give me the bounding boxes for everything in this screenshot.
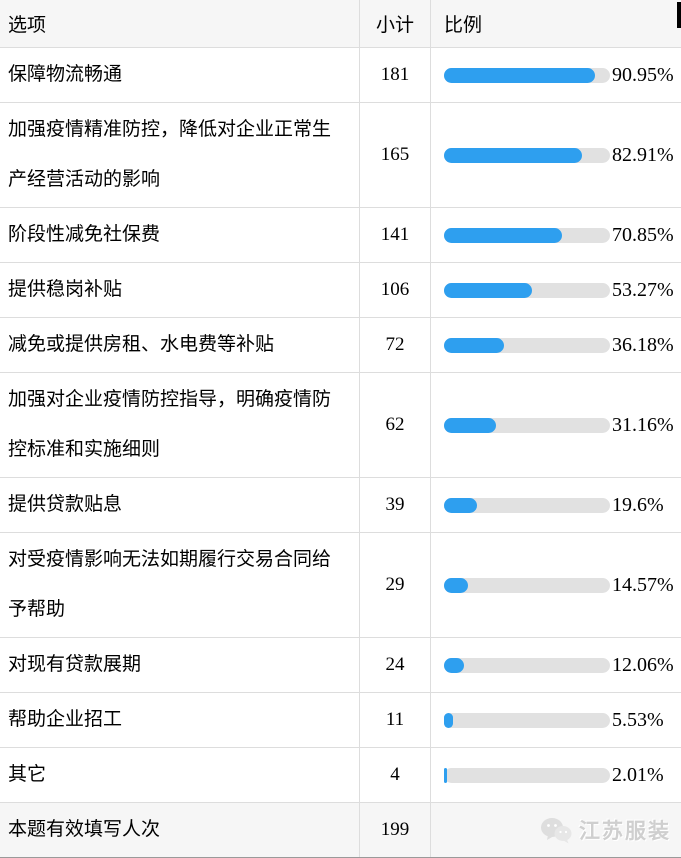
table-header-row: 选项 小计 比例 bbox=[0, 0, 681, 48]
ratio-bar-track bbox=[444, 417, 610, 433]
table-row: 帮助企业招工 11 5.53% bbox=[0, 693, 681, 748]
ratio-bar-fill bbox=[444, 67, 595, 83]
option-cell: 加强对企业疫情防控指导，明确疫情防控标准和实施细则 bbox=[0, 373, 360, 477]
option-cell: 对受疫情影响无法如期履行交易合同给予帮助 bbox=[0, 533, 360, 637]
count-cell: 106 bbox=[360, 263, 431, 317]
ratio-percent-label: 5.53% bbox=[612, 708, 664, 731]
ratio-cell: 5.53% bbox=[431, 693, 681, 747]
table-row: 加强对企业疫情防控指导，明确疫情防控标准和实施细则 62 31.16% bbox=[0, 373, 681, 478]
ratio-bar-track bbox=[444, 227, 610, 243]
count-cell: 62 bbox=[360, 373, 431, 477]
option-cell: 阶段性减免社保费 bbox=[0, 208, 360, 262]
ratio-percent-label: 36.18% bbox=[612, 333, 674, 356]
ratio-bar-track bbox=[444, 657, 610, 673]
footer-ratio-cell: 江苏服装 bbox=[431, 803, 681, 857]
count-cell: 141 bbox=[360, 208, 431, 262]
ratio-cell: 12.06% bbox=[431, 638, 681, 692]
count-cell: 24 bbox=[360, 638, 431, 692]
count-cell: 11 bbox=[360, 693, 431, 747]
ratio-cell: 36.18% bbox=[431, 318, 681, 372]
ratio-bar-track bbox=[444, 282, 610, 298]
ratio-bar-track bbox=[444, 767, 610, 783]
ratio-percent-label: 31.16% bbox=[612, 413, 674, 436]
ratio-bar-fill bbox=[444, 577, 469, 593]
table-row: 加强疫情精准防控，降低对企业正常生产经营活动的影响 165 82.91% bbox=[0, 103, 681, 208]
count-cell: 165 bbox=[360, 103, 431, 207]
ratio-cell: 2.01% bbox=[431, 748, 681, 802]
ratio-percent-label: 14.57% bbox=[612, 573, 674, 596]
footer-label: 本题有效填写人次 bbox=[0, 803, 360, 857]
option-cell: 减免或提供房租、水电费等补贴 bbox=[0, 318, 360, 372]
ratio-bar-fill bbox=[444, 657, 465, 673]
option-cell: 提供稳岗补贴 bbox=[0, 263, 360, 317]
ratio-percent-label: 82.91% bbox=[612, 143, 674, 166]
ratio-cell: 82.91% bbox=[431, 103, 681, 207]
table-body: 保障物流畅通 181 90.95% 加强疫情精准防控，降低对企业正常生产经营活动的影响… bbox=[0, 48, 681, 803]
watermark-text: 江苏服装 bbox=[579, 820, 671, 843]
ratio-percent-label: 2.01% bbox=[612, 763, 664, 786]
ratio-bar-track bbox=[444, 147, 610, 163]
column-header-option: 选项 bbox=[0, 0, 360, 47]
count-cell: 29 bbox=[360, 533, 431, 637]
ratio-bar-track bbox=[444, 337, 610, 353]
ratio-bar-fill bbox=[444, 282, 533, 298]
ratio-bar-fill bbox=[444, 417, 496, 433]
table-row: 对现有贷款展期 24 12.06% bbox=[0, 638, 681, 693]
table-row: 减免或提供房租、水电费等补贴 72 36.18% bbox=[0, 318, 681, 373]
ratio-cell: 70.85% bbox=[431, 208, 681, 262]
wechat-icon bbox=[540, 817, 572, 844]
table-row: 提供贷款贴息 39 19.6% bbox=[0, 478, 681, 533]
ratio-bar-track bbox=[444, 497, 610, 513]
option-cell: 保障物流畅通 bbox=[0, 48, 360, 102]
ratio-cell: 14.57% bbox=[431, 533, 681, 637]
ratio-cell: 53.27% bbox=[431, 263, 681, 317]
ratio-bar-fill bbox=[444, 767, 448, 783]
count-cell: 181 bbox=[360, 48, 431, 102]
ratio-bar-track bbox=[444, 67, 610, 83]
table-row: 阶段性减免社保费 141 70.85% bbox=[0, 208, 681, 263]
table-row: 保障物流畅通 181 90.95% bbox=[0, 48, 681, 103]
ratio-cell: 19.6% bbox=[431, 478, 681, 532]
watermark: 江苏服装 bbox=[540, 815, 681, 845]
table-footer-row: 本题有效填写人次 199 bbox=[0, 803, 681, 857]
table-row: 对受疫情影响无法如期履行交易合同给予帮助 29 14.57% bbox=[0, 533, 681, 638]
footer-count: 199 bbox=[360, 803, 431, 857]
scrollbar-thumb[interactable] bbox=[677, 2, 681, 28]
ratio-cell: 90.95% bbox=[431, 48, 681, 102]
ratio-percent-label: 90.95% bbox=[612, 63, 674, 86]
ratio-cell: 31.16% bbox=[431, 373, 681, 477]
option-cell: 提供贷款贴息 bbox=[0, 478, 360, 532]
ratio-percent-label: 19.6% bbox=[612, 493, 664, 516]
ratio-percent-label: 12.06% bbox=[612, 653, 674, 676]
option-cell: 其它 bbox=[0, 748, 360, 802]
column-header-ratio: 比例 bbox=[444, 15, 483, 36]
table-row: 其它 4 2.01% bbox=[0, 748, 681, 803]
count-cell: 4 bbox=[360, 748, 431, 802]
ratio-percent-label: 70.85% bbox=[612, 223, 674, 246]
table-row: 提供稳岗补贴 106 53.27% bbox=[0, 263, 681, 318]
option-cell: 帮助企业招工 bbox=[0, 693, 360, 747]
count-cell: 72 bbox=[360, 318, 431, 372]
ratio-percent-label: 53.27% bbox=[612, 278, 674, 301]
ratio-bar-fill bbox=[444, 147, 582, 163]
option-cell: 加强疫情精准防控，降低对企业正常生产经营活动的影响 bbox=[0, 103, 360, 207]
ratio-bar-track bbox=[444, 712, 610, 728]
count-cell: 39 bbox=[360, 478, 431, 532]
ratio-bar-track bbox=[444, 577, 610, 593]
ratio-bar-fill bbox=[444, 227, 562, 243]
ratio-bar-fill bbox=[444, 712, 454, 728]
option-cell: 对现有贷款展期 bbox=[0, 638, 360, 692]
column-header-count: 小计 bbox=[360, 0, 431, 47]
ratio-bar-fill bbox=[444, 337, 505, 353]
ratio-bar-fill bbox=[444, 497, 477, 513]
